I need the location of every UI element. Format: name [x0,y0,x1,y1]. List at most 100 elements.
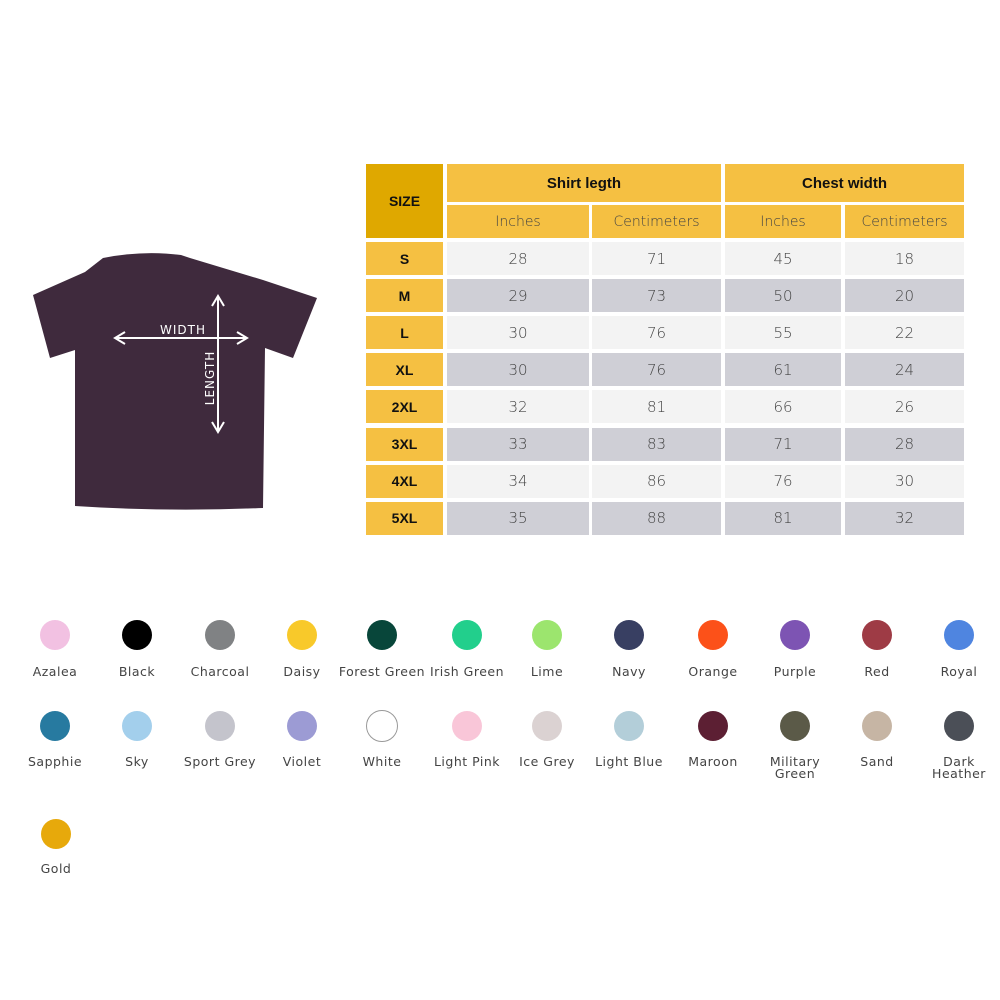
color-swatch[interactable] [532,711,562,741]
value-cell: 33 [447,427,589,461]
color-label: Military Green [769,754,821,781]
color-swatch[interactable] [862,711,892,741]
value-cell: 26 [845,390,964,424]
value-cell: 28 [845,427,964,461]
color-label: Purple [773,664,817,679]
value-cell: 20 [845,279,964,313]
color-swatch[interactable] [452,620,482,650]
size-cell: S [366,242,443,275]
color-label: Sand [860,754,894,769]
group-header: Chest width [725,164,964,202]
value-cell: 66 [725,390,841,424]
color-label: Forest Green [338,664,426,679]
value-cell: 30 [447,353,589,387]
value-cell: 71 [592,242,721,275]
value-cell: 73 [592,279,721,313]
color-label: Light Blue [595,754,663,769]
value-cell: 34 [447,464,589,498]
value-cell: 45 [725,242,841,275]
color-swatch[interactable] [205,620,235,650]
color-swatch[interactable] [780,711,810,741]
unit-header: Centimeters [592,205,721,238]
unit-header: Inches [447,205,589,238]
value-cell: 30 [447,316,589,350]
color-swatch[interactable] [862,620,892,650]
color-swatch[interactable] [122,620,152,650]
color-label: Lime [530,664,564,679]
value-cell: 32 [447,390,589,424]
value-cell: 81 [725,501,841,535]
color-label: Sport Grey [183,754,257,769]
unit-header: Centimeters [845,205,964,238]
color-label: White [362,754,402,769]
color-swatch[interactable] [40,711,70,741]
size-cell: 4XL [366,464,443,498]
value-cell: 55 [725,316,841,350]
color-label: Navy [612,664,646,679]
color-swatch[interactable] [698,620,728,650]
color-label: Ice Grey [519,754,575,769]
color-swatch[interactable] [287,711,317,741]
color-label: Sapphie [27,754,83,769]
size-cell: 5XL [366,501,443,535]
color-swatch[interactable] [944,620,974,650]
value-cell: 24 [845,353,964,387]
color-swatch[interactable] [614,620,644,650]
value-cell: 76 [592,316,721,350]
value-cell: 28 [447,242,589,275]
color-swatch[interactable] [367,620,397,650]
color-swatch[interactable] [698,711,728,741]
value-cell: 30 [845,464,964,498]
color-swatch[interactable] [780,620,810,650]
value-cell: 22 [845,316,964,350]
value-cell: 76 [592,353,721,387]
color-label: Orange [688,664,738,679]
color-label: Daisy [283,664,321,679]
value-cell: 35 [447,501,589,535]
color-swatch[interactable] [122,711,152,741]
color-label: Violet [282,754,322,769]
color-swatch[interactable] [366,710,398,742]
color-swatch[interactable] [614,711,644,741]
value-cell: 71 [725,427,841,461]
size-cell: XL [366,353,443,387]
value-cell: 18 [845,242,964,275]
color-swatch[interactable] [944,711,974,741]
size-cell: L [366,316,443,350]
color-label: Royal [940,664,978,679]
value-cell: 83 [592,427,721,461]
color-label: Charcoal [190,664,250,679]
color-swatch[interactable] [287,620,317,650]
tshirt-shape [33,253,317,510]
color-swatch[interactable] [452,711,482,741]
tshirt-diagram: WIDTH LENGTH [33,253,317,510]
size-cell: 2XL [366,390,443,424]
color-swatch[interactable] [40,620,70,650]
color-label: Dark Heather [932,754,986,781]
value-cell: 81 [592,390,721,424]
value-cell: 32 [845,501,964,535]
color-label: Maroon [688,754,738,769]
value-cell: 50 [725,279,841,313]
value-cell: 76 [725,464,841,498]
measure-arrows [113,294,249,434]
width-label: WIDTH [160,323,206,337]
color-label: Irish Green [429,664,505,679]
color-label: Gold [40,861,72,876]
color-label: Sky [125,754,149,769]
color-label: Light Pink [433,754,501,769]
length-label: LENGTH [203,351,217,405]
color-swatch[interactable] [532,620,562,650]
color-label: Black [118,664,156,679]
color-swatch[interactable] [205,711,235,741]
color-label: Red [864,664,890,679]
value-cell: 29 [447,279,589,313]
size-cell: M [366,279,443,313]
value-cell: 61 [725,353,841,387]
group-header: Shirt legth [447,164,721,202]
unit-header: Inches [725,205,841,238]
size-cell: 3XL [366,427,443,461]
value-cell: 86 [592,464,721,498]
color-swatch[interactable] [41,819,71,849]
value-cell: 88 [592,501,721,535]
